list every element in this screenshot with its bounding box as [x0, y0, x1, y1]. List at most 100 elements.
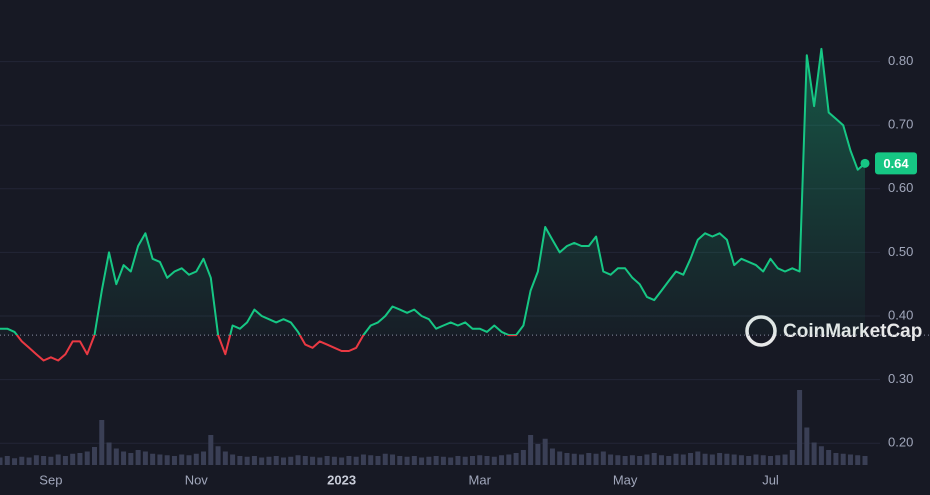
- volume-bar: [760, 455, 766, 465]
- volume-bar: [201, 451, 207, 465]
- volume-bar: [404, 456, 410, 465]
- volume-bar: [644, 454, 650, 465]
- volume-bar: [135, 450, 141, 465]
- volume-bar: [33, 455, 39, 465]
- y-tick-label: 0.80: [888, 53, 913, 68]
- volume-bar: [564, 453, 570, 465]
- volume-bar: [266, 456, 272, 465]
- volume-bar: [77, 453, 83, 465]
- volume-bar: [360, 454, 366, 465]
- volume-bar: [804, 427, 810, 465]
- volume-bar: [84, 451, 90, 465]
- volume-bar: [353, 456, 359, 465]
- volume-bar: [702, 453, 708, 465]
- volume-bar: [629, 455, 635, 465]
- volume-bar: [615, 455, 621, 465]
- volume-bar: [826, 450, 832, 465]
- volume-bar: [542, 438, 548, 465]
- volume-bar: [746, 456, 752, 465]
- volume-bar: [12, 458, 18, 465]
- volume-bar: [150, 453, 156, 465]
- y-tick-label: 0.30: [888, 371, 913, 386]
- volume-bar: [310, 456, 316, 465]
- volume-bar: [528, 435, 534, 465]
- volume-bar: [695, 451, 701, 465]
- volume-bar: [193, 453, 199, 465]
- volume-bar: [658, 455, 664, 465]
- volume-bar: [738, 455, 744, 465]
- volume-bar: [157, 454, 163, 465]
- volume-bar: [600, 451, 606, 465]
- volume-bar: [593, 453, 599, 465]
- x-tick-label: Jul: [762, 472, 779, 487]
- volume-bar: [324, 456, 330, 465]
- volume-bar: [680, 454, 686, 465]
- volume-bar: [331, 456, 337, 465]
- y-tick-label: 0.70: [888, 117, 913, 132]
- area: [0, 48, 865, 336]
- volume-bar: [491, 456, 497, 465]
- volume-bar: [208, 435, 214, 465]
- volume-bar: [19, 456, 25, 465]
- volume-bar: [549, 448, 555, 465]
- volume-bar: [273, 456, 279, 465]
- volume-bar: [571, 453, 577, 465]
- volume-bar: [215, 446, 221, 465]
- volume-bar: [440, 456, 446, 465]
- volume-bar: [113, 448, 119, 465]
- volume-bar: [673, 453, 679, 465]
- volume-bar: [346, 456, 352, 465]
- volume-bar: [506, 454, 512, 465]
- volume-bar: [462, 456, 468, 465]
- volume-bar: [222, 451, 228, 465]
- y-tick-label: 0.50: [888, 244, 913, 259]
- x-tick-label: 2023: [327, 472, 356, 487]
- volume-bar: [586, 453, 592, 465]
- volume-bar: [499, 455, 505, 465]
- volume-bar: [390, 454, 396, 465]
- volume-bar: [448, 457, 454, 465]
- volume-bar: [433, 456, 439, 465]
- volume-bar: [244, 456, 250, 465]
- volume-bar: [666, 456, 672, 465]
- volume-bar: [811, 442, 817, 465]
- volume-bar: [128, 453, 134, 465]
- volume-bar: [608, 454, 614, 465]
- volume-bar: [295, 455, 301, 465]
- volume-bar: [847, 454, 853, 465]
- volume-bar: [753, 454, 759, 465]
- volume-bar: [302, 456, 308, 465]
- x-tick-label: Nov: [185, 472, 209, 487]
- volume-bar: [651, 453, 657, 465]
- x-tick-label: Sep: [39, 472, 62, 487]
- volume-bar: [121, 451, 127, 465]
- volume-bar: [70, 453, 76, 465]
- volume-bar: [288, 456, 294, 465]
- price-line: [0, 47, 866, 362]
- volume-bar: [520, 450, 526, 465]
- volume-bar: [833, 453, 839, 465]
- volume-bar: [171, 456, 177, 465]
- volume-bar: [237, 456, 243, 465]
- y-tick-label: 0.20: [888, 435, 913, 450]
- volume-bar: [142, 451, 148, 465]
- volume-bar: [688, 453, 694, 465]
- volume-bar: [4, 456, 10, 465]
- volume-bar: [317, 457, 323, 465]
- volume-bar: [26, 457, 32, 465]
- volume-bar: [840, 453, 846, 465]
- price-badge-label: 0.64: [883, 156, 909, 171]
- volume-bar: [622, 456, 628, 465]
- volume-bar: [818, 446, 824, 465]
- volume-bar: [62, 456, 68, 465]
- volume-bar: [717, 453, 723, 465]
- volume-bar: [164, 455, 170, 465]
- volume-bar: [557, 451, 563, 465]
- volume-bar: [484, 456, 490, 465]
- volume-bar: [368, 455, 374, 465]
- volume-bar: [775, 455, 781, 465]
- volume-bar: [99, 420, 105, 465]
- volume-bar: [251, 456, 257, 465]
